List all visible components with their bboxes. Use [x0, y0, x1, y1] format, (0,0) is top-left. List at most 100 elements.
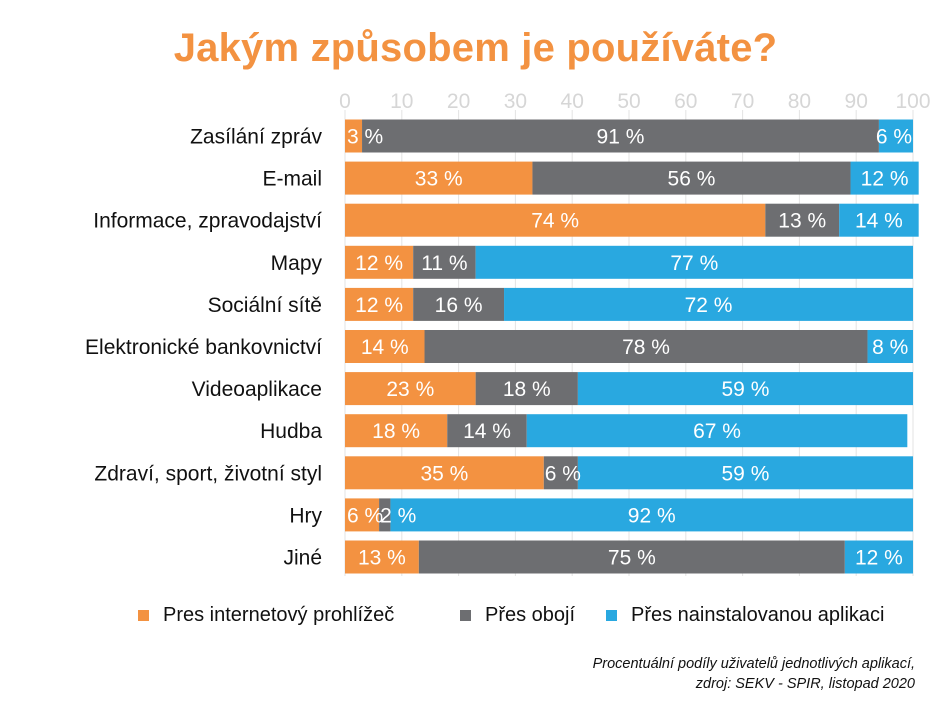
data-label: 3 %: [347, 126, 383, 149]
data-label: 14 %: [463, 420, 511, 443]
category-label: Jiné: [283, 547, 322, 570]
bar-segment: [844, 540, 913, 574]
x-tick-label: 90: [845, 90, 868, 113]
category-label: Videoaplikace: [192, 378, 322, 401]
data-label: 18 %: [372, 420, 420, 443]
data-label: 11 %: [421, 252, 467, 275]
bar-segment: [390, 498, 913, 532]
x-tick-label: 20: [447, 90, 470, 113]
bar-segment: [850, 161, 919, 195]
data-label: 8 %: [872, 336, 908, 359]
category-label: Zdraví, sport, životní styl: [94, 462, 322, 485]
x-tick-label: 40: [561, 90, 584, 113]
data-label: 59 %: [722, 462, 770, 485]
category-label: Mapy: [271, 252, 323, 275]
data-label: 2 %: [380, 504, 416, 527]
data-label: 13 %: [778, 210, 826, 233]
bar-segment: [867, 330, 913, 363]
bar-segment: [345, 203, 766, 237]
bar-segment: [447, 414, 527, 448]
data-label: 91 %: [597, 126, 645, 149]
category-label: Hudba: [260, 420, 322, 443]
data-label: 72 %: [685, 294, 733, 317]
x-tick-label: 100: [895, 90, 930, 113]
data-label: 92 %: [628, 504, 676, 527]
data-label: 78 %: [622, 336, 670, 359]
category-label: Sociální sítě: [208, 294, 322, 317]
data-label: 18 %: [503, 378, 551, 401]
x-tick-label: 10: [390, 90, 413, 113]
source-line-2: zdroj: SEKV - SPIR, listopad 2020: [695, 676, 915, 692]
data-label: 16 %: [435, 294, 483, 317]
source-note: Procentuální podíly uživatelů jednotlivý…: [593, 654, 915, 694]
data-label: 12 %: [861, 168, 909, 191]
bar-segment: [345, 245, 414, 279]
data-label: 14 %: [855, 210, 903, 233]
legend-item-browser: Pres internetový prohlížeč: [138, 604, 394, 627]
data-label: 13 %: [358, 547, 406, 570]
bar-segment: [543, 456, 578, 490]
data-label: 33 %: [415, 168, 463, 191]
bar-segment: [878, 119, 913, 153]
bar-segment: [345, 119, 363, 153]
bar-segment: [504, 287, 913, 321]
source-line-1: Procentuální podíly uživatelů jednotlivý…: [592, 656, 915, 672]
stacked-bar-chart: 0 10 20 30 40 50 60 70 80 90 100 Zasílání zpráv 3 % 9…: [85, 90, 931, 576]
x-tick-label: 30: [504, 90, 527, 113]
data-label: 6 %: [876, 126, 912, 149]
x-tick-label: 60: [674, 90, 697, 113]
bar-segment: [577, 372, 913, 406]
bar-segment: [345, 161, 533, 195]
data-label: 35 %: [420, 462, 468, 485]
bar-segment: [362, 119, 879, 153]
data-label: 77 %: [670, 252, 718, 275]
data-label: 14 %: [361, 336, 409, 359]
bar-segment: [379, 498, 391, 532]
bar-segment: [475, 245, 913, 279]
data-label: 12 %: [355, 294, 403, 317]
bar-segment: [413, 245, 476, 279]
bar-segment: [345, 498, 380, 532]
bar-segment: [413, 287, 505, 321]
data-label: 56 %: [668, 168, 716, 191]
bar-segment: [839, 203, 919, 237]
bar-segment: [345, 330, 425, 363]
legend-swatch-app: [606, 610, 617, 621]
bar-segment: [577, 456, 913, 490]
legend-item-both: Přes obojí: [460, 604, 575, 627]
bar-segment: [345, 414, 448, 448]
data-label: 75 %: [608, 547, 656, 570]
bar-segment: [532, 161, 851, 195]
bar-segment: [424, 330, 868, 363]
bar-segment: [345, 540, 419, 574]
bar-segment: [765, 203, 840, 237]
bar-segment: [418, 540, 845, 574]
legend-swatch-both: [460, 610, 471, 621]
data-label: 67 %: [693, 420, 741, 443]
x-tick-label: 70: [731, 90, 754, 113]
legend-label-app: Přes nainstalovanou aplikaci: [631, 604, 885, 626]
data-label: 59 %: [722, 378, 770, 401]
data-label: 23 %: [386, 378, 434, 401]
x-tick-label: 0: [339, 90, 351, 113]
chart-title: Jakým způsobem je používáte?: [173, 26, 778, 70]
category-label: Elektronické bankovnictví: [85, 336, 322, 359]
legend-label-both: Přes obojí: [485, 604, 576, 626]
bar-segment: [526, 414, 908, 448]
bar-segment: [345, 456, 544, 490]
bar-segment: [345, 287, 414, 321]
data-label: 12 %: [355, 252, 403, 275]
legend-swatch-browser: [138, 610, 149, 621]
category-label: Hry: [289, 504, 322, 527]
data-label: 12 %: [855, 547, 903, 570]
category-label: E-mail: [262, 168, 322, 191]
x-tick-label: 80: [788, 90, 811, 113]
bar-segment: [475, 372, 578, 406]
data-label: 6 %: [545, 462, 581, 485]
legend-label-browser: Pres internetový prohlížeč: [163, 604, 395, 626]
legend: Pres internetový prohlížeč Přes obojí Př…: [0, 604, 951, 634]
bar-segment: [345, 372, 476, 406]
x-tick-label: 50: [617, 90, 640, 113]
data-label: 74 %: [531, 210, 579, 233]
legend-item-app: Přes nainstalovanou aplikaci: [606, 604, 885, 627]
